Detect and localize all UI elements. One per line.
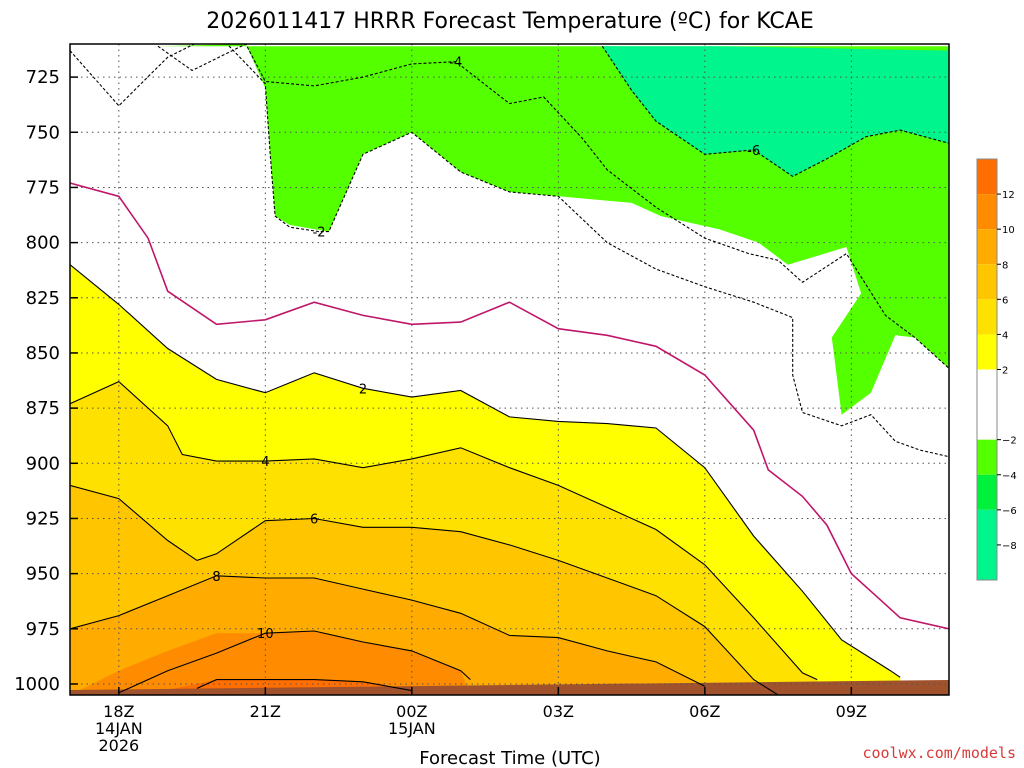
region-lt-neg6 [602, 46, 949, 177]
x-tick-label-0-0: 18Z [103, 702, 134, 721]
isotherm-neg4 [157, 44, 949, 369]
credit-text: coolwx.com/models [862, 744, 1016, 762]
x-tick-label-9-0: 03Z [543, 702, 574, 721]
x-tick-label-3-0: 21Z [250, 702, 281, 721]
y-tick-label-800: 800 [26, 233, 60, 254]
colorbar-label-1: 10 [1002, 225, 1015, 236]
x-tick-label-12-0: 06Z [689, 702, 720, 721]
colorbar-segment-neg4-neg2 [977, 439, 997, 475]
plot-border [69, 43, 950, 696]
isotherm-neg2 [70, 44, 949, 458]
isotherm-neg6 [601, 45, 949, 178]
isotherm-label-neg6: -6 [747, 144, 760, 159]
y-tick-label-950: 950 [26, 564, 60, 585]
isotherm-10 [118, 630, 471, 694]
isotherm-2 [70, 264, 901, 678]
isotherm-label-10: 10 [257, 627, 274, 642]
chart-title: 2026011417 HRRR Forecast Temperature (ºC… [206, 9, 813, 34]
colorbar-segment-c8-10 [977, 229, 997, 265]
y-tick-label-875: 875 [26, 398, 60, 419]
isotherm-4 [70, 380, 818, 681]
isotherm-label-6: 6 [310, 512, 318, 527]
isotherm-label-8: 8 [212, 570, 220, 585]
ground-layer [70, 680, 949, 695]
x-axis-label: Forecast Time (UTC) [419, 748, 600, 768]
x-tick-label-0-2: 2026 [98, 736, 139, 755]
colorbar-segment-c2-4 [977, 334, 997, 370]
y-tick-label-775: 775 [26, 177, 60, 198]
y-tick-label-1000: 1000 [14, 674, 60, 695]
isotherm-0 [70, 182, 949, 630]
y-tick-label-825: 825 [26, 288, 60, 309]
colorbar-segment-c6-8 [977, 264, 997, 300]
y-tick-label-925: 925 [26, 508, 60, 529]
colorbar-segment-neg2-2 [977, 369, 997, 440]
colorbar-segment-c10-12 [977, 194, 997, 230]
y-tick-label-750: 750 [26, 122, 60, 143]
colorbar-segment-gt-12 [977, 159, 997, 195]
x-tick-label-6-0: 00Z [396, 702, 427, 721]
x-tick-label-15-0: 09Z [836, 702, 867, 721]
colorbar-label-0: 12 [1002, 190, 1015, 201]
isotherm-label-neg2: -2 [313, 226, 326, 241]
colorbar-label-5: 2 [1002, 366, 1008, 377]
y-tick-label-725: 725 [26, 67, 60, 88]
plot-area [70, 44, 949, 695]
isotherm-lines [70, 44, 949, 695]
colorbar-label-4: 4 [1002, 330, 1008, 341]
y-tick-label-900: 900 [26, 453, 60, 474]
isotherm-6 [70, 484, 779, 695]
colorbar-segment-c4-6 [977, 299, 997, 335]
colorbar-label-9: −8 [1002, 541, 1017, 552]
grid-lines [70, 44, 949, 695]
colorbar-segment-lt-neg6 [977, 509, 997, 580]
y-tick-label-975: 975 [26, 619, 60, 640]
isotherm-labels: -6 -4 -2 2 4 6 8 10 [212, 56, 760, 643]
isotherm-label-4: 4 [261, 455, 269, 470]
colorbar-label-6: −2 [1002, 436, 1017, 447]
temperature-fill-regions [70, 44, 949, 695]
colorbar-label-2: 8 [1002, 260, 1008, 271]
y-axis: 725 750 775 800 825 850 875 900 925 950 975 1000 [14, 67, 78, 695]
isotherm-label-2: 2 [359, 382, 367, 397]
region-c10-12 [70, 631, 471, 695]
colorbar-label-8: −6 [1002, 506, 1017, 517]
colorbar-label-7: −4 [1002, 471, 1017, 482]
ground-surface [70, 680, 949, 695]
isotherm-12 [196, 679, 412, 692]
isotherm-8 [70, 575, 706, 687]
x-tick-label-0-1: 14JAN [95, 719, 143, 738]
colorbar-segment-neg6-neg4 [977, 474, 997, 510]
isotherm-label-neg4: -4 [449, 56, 462, 71]
x-tick-label-6-1: 15JAN [388, 719, 436, 738]
colorbar-label-3: 6 [1002, 295, 1008, 306]
colorbar: 12 10 8 6 4 2 −2 −4 −6 −8 [976, 158, 1017, 581]
y-tick-label-850: 850 [26, 343, 60, 364]
